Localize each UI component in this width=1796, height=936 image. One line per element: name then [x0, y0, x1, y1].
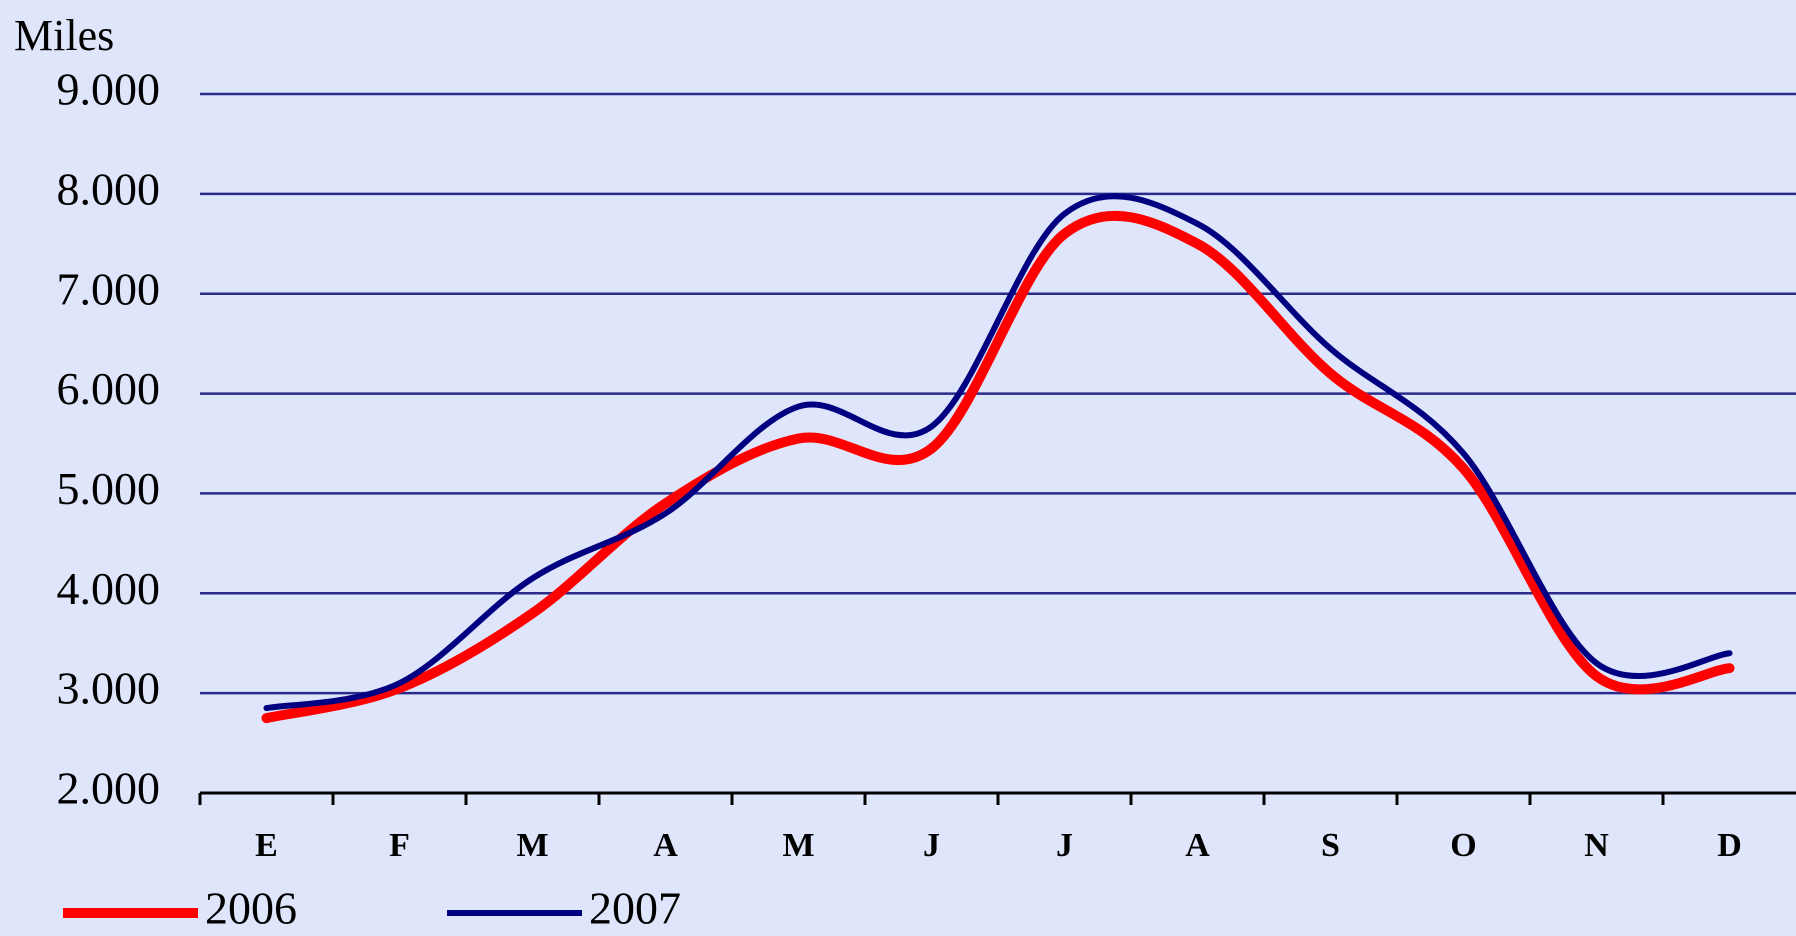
x-tick-label: A [1185, 827, 1210, 864]
x-tick-label: M [516, 827, 548, 864]
x-tick-label: A [653, 827, 678, 864]
x-tick-label: E [255, 827, 278, 864]
legend-label: 2007 [589, 883, 681, 934]
x-tick-label: D [1717, 827, 1742, 864]
y-tick-label: 3.000 [57, 663, 161, 714]
y-tick-label: 2.000 [57, 763, 161, 814]
legend-label: 2006 [205, 883, 297, 934]
x-tick-label: J [923, 827, 940, 864]
x-tick-label: M [782, 827, 814, 864]
series-line [261, 210, 1735, 724]
x-tick-label: O [1450, 827, 1476, 864]
y-tick-label: 6.000 [57, 363, 161, 414]
x-tick-label: J [1056, 827, 1073, 864]
x-tick-label: F [389, 827, 410, 864]
y-tick-label: 9.000 [57, 64, 161, 115]
y-axis-label: Miles [14, 11, 114, 60]
y-tick-label: 8.000 [57, 163, 161, 214]
y-tick-label: 4.000 [57, 563, 161, 614]
series-line [263, 193, 1733, 712]
x-tick-label: N [1584, 827, 1609, 864]
y-tick-label: 5.000 [57, 463, 161, 514]
x-tick-label: S [1321, 827, 1340, 864]
y-tick-label: 7.000 [57, 263, 161, 314]
